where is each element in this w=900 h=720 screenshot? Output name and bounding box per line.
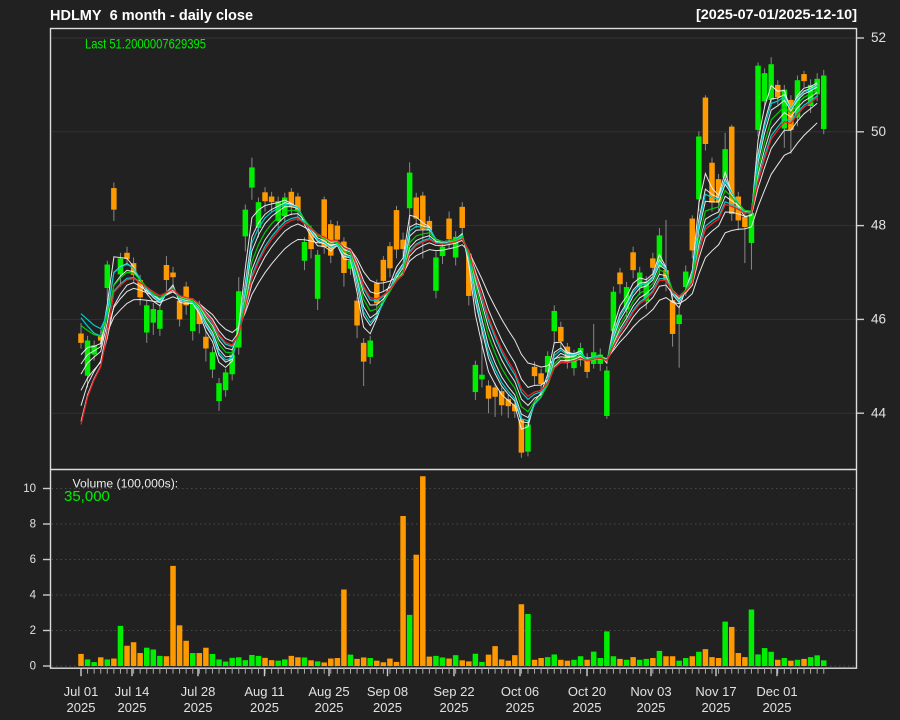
svg-text:2025: 2025	[315, 700, 344, 715]
svg-text:Last 51.2000007629395: Last 51.2000007629395	[85, 36, 206, 52]
svg-text:35,000: 35,000	[64, 488, 110, 505]
svg-text:44: 44	[871, 405, 887, 420]
svg-text:50: 50	[871, 124, 886, 139]
svg-text:2025: 2025	[637, 700, 666, 715]
svg-text:Sep 22: Sep 22	[433, 684, 474, 699]
svg-text:Aug 25: Aug 25	[308, 684, 349, 699]
svg-text:Oct 06: Oct 06	[501, 684, 539, 699]
svg-text:0: 0	[30, 661, 36, 673]
svg-text:Aug 11: Aug 11	[244, 684, 284, 699]
svg-text:2025: 2025	[250, 700, 279, 715]
svg-text:2025: 2025	[118, 700, 147, 715]
svg-text:[2025-07-01/2025-12-10]: [2025-07-01/2025-12-10]	[696, 7, 857, 23]
svg-text:Jul 28: Jul 28	[181, 684, 216, 699]
svg-text:Nov 17: Nov 17	[695, 684, 736, 699]
svg-text:Dec 01: Dec 01	[756, 684, 797, 699]
svg-text:2025: 2025	[373, 700, 402, 715]
svg-text:48: 48	[871, 218, 886, 233]
svg-text:Jul 14: Jul 14	[115, 684, 150, 699]
svg-text:2025: 2025	[184, 700, 213, 715]
svg-text:Sep 08: Sep 08	[367, 684, 408, 699]
svg-text:52: 52	[871, 30, 886, 45]
svg-text:Jul 01: Jul 01	[64, 684, 99, 699]
svg-text:2025: 2025	[573, 700, 602, 715]
svg-text:2025: 2025	[67, 700, 96, 715]
svg-text:2025: 2025	[506, 700, 535, 715]
svg-text:2025: 2025	[763, 700, 792, 715]
svg-text:4: 4	[30, 590, 37, 602]
svg-text:Nov 03: Nov 03	[630, 684, 671, 699]
svg-text:46: 46	[871, 311, 886, 326]
svg-text:2025: 2025	[440, 700, 469, 715]
svg-text:HDLMY 6 month - daily close: HDLMY 6 month - daily close	[50, 8, 253, 24]
svg-text:10: 10	[23, 483, 36, 495]
svg-text:Oct 20: Oct 20	[568, 684, 606, 699]
svg-text:2025: 2025	[702, 700, 731, 715]
svg-text:8: 8	[30, 519, 36, 531]
svg-text:Volume (100,000s):: Volume (100,000s):	[73, 477, 179, 491]
svg-text:2: 2	[30, 625, 36, 637]
svg-text:6: 6	[30, 554, 36, 566]
